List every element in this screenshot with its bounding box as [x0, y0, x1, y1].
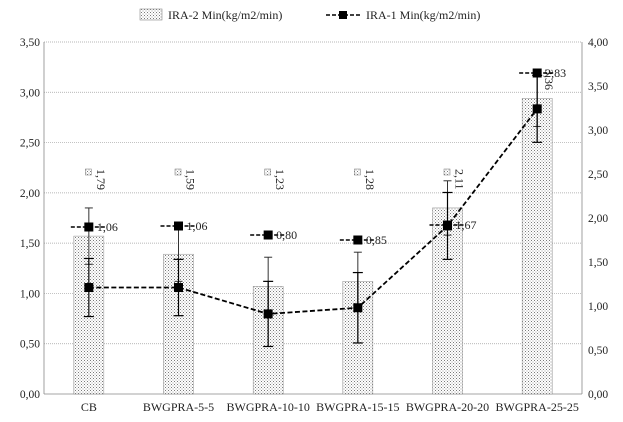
x-axis-tick-labels: CB BWGPRA-5-5 BWGPRA-10-10 BWGPRA-15-15 BWGP…	[81, 400, 579, 414]
bar-label-key	[443, 168, 451, 176]
line-label-key-marker	[263, 230, 273, 240]
y-right-tick-label: 1,50	[588, 257, 608, 269]
line-point-marker	[353, 303, 363, 313]
bar-value-label: 1,79	[94, 169, 108, 190]
line-value-label: 1,06	[187, 219, 208, 233]
y-left-tick-label: 2,50	[20, 138, 40, 150]
bar-value-labels: 1,79 1,59 1,23 1,28 2,11 3,36	[85, 68, 556, 190]
x-tick-label: BWGPRA-15-15	[316, 400, 399, 414]
line-series-path	[88, 108, 538, 315]
y-axis-right-ticks: 0,00 0,50 1,00 1,50 2,00 2,50 3,00 3,50 4,00	[588, 37, 608, 401]
legend-line-marker	[339, 11, 347, 19]
legend-bar-label: IRA-2 Min(kg/m2/min)	[168, 8, 282, 22]
line-value-labels: 1,06 1,06 0,80 0,85 1,67 2,83	[70, 66, 566, 247]
line-label-key-marker	[353, 235, 363, 245]
bar-value-label: 3,36	[542, 69, 556, 90]
bar-value-label: 1,23	[273, 169, 287, 190]
line-value-label: 1,67	[456, 218, 477, 232]
line-value-label: 1,06	[97, 220, 118, 234]
y-right-tick-label: 2,00	[588, 213, 608, 225]
y-right-tick-label: 4,00	[588, 37, 608, 49]
y-left-tick-label: 2,00	[20, 188, 40, 200]
x-tick-label: BWGPRA-25-25	[495, 400, 578, 414]
x-tick-label: BWGPRA-5-5	[143, 400, 214, 414]
legend: IRA-2 Min(kg/m2/min) IRA-1 Min(kg/m2/min…	[139, 8, 480, 22]
y-axis-left-ticks: 0,00 0,50 1,00 1,50 2,00 2,50 3,00 3,50	[20, 37, 40, 401]
bar-value-label: 1,59	[184, 169, 198, 190]
y-right-tick-label: 0,50	[588, 345, 608, 357]
x-tick-label: CB	[81, 400, 97, 414]
y-right-tick-label: 1,00	[588, 301, 608, 313]
y-right-tick-label: 0,00	[588, 389, 608, 401]
line-value-label: 0,80	[276, 228, 297, 242]
bar-label-key	[174, 168, 182, 176]
x-tick-label: BWGPRA-10-10	[226, 400, 309, 414]
line-series	[83, 74, 543, 348]
line-label-key-marker	[443, 220, 452, 230]
legend-line-label: IRA-1 Min(kg/m2/min)	[366, 8, 480, 22]
line-point-marker	[532, 104, 542, 114]
line-point-marker	[174, 283, 183, 293]
gridlines	[44, 41, 582, 395]
y-right-tick-label: 3,00	[588, 125, 608, 137]
bar-label-key	[85, 168, 92, 176]
bar	[521, 98, 553, 395]
y-left-tick-label: 1,00	[20, 288, 40, 300]
line-label-key-marker	[532, 68, 542, 78]
x-tick-label: BWGPRA-20-20	[406, 400, 489, 414]
line-point-marker	[263, 309, 273, 319]
y-left-tick-label: 3,50	[20, 37, 40, 49]
line-value-label: 0,85	[366, 233, 387, 247]
bar-label-key	[264, 168, 271, 176]
y-right-tick-label: 2,50	[588, 169, 608, 181]
y-left-tick-label: 0,00	[20, 389, 40, 401]
legend-bar-swatch	[139, 8, 163, 21]
y-left-tick-label: 3,00	[20, 87, 40, 99]
y-left-tick-label: 1,50	[20, 238, 40, 250]
line-label-key-marker	[174, 221, 183, 231]
y-right-tick-label: 3,50	[588, 81, 608, 93]
line-value-label: 2,83	[545, 66, 566, 80]
line-label-key-marker	[84, 222, 94, 232]
y-left-tick-label: 0,50	[20, 339, 40, 351]
bar-value-label: 1,28	[363, 169, 377, 190]
bar-label-key	[354, 168, 361, 176]
line-point-marker	[84, 283, 94, 293]
bar-value-label: 2,11	[453, 169, 467, 190]
